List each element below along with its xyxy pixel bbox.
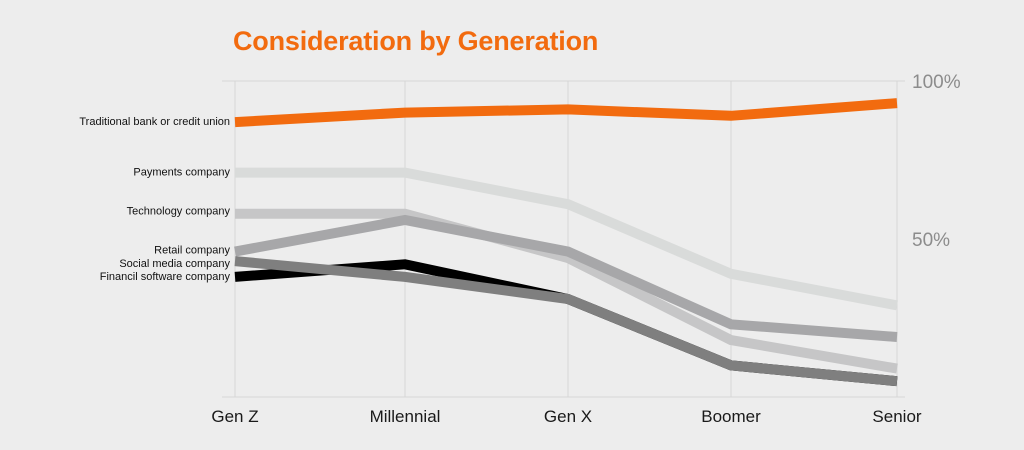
x-tick-label-boomer: Boomer: [701, 407, 761, 426]
series-label-traditional-bank-or-credit-union: Traditional bank or credit union: [79, 116, 230, 128]
series-line-traditional-bank-or-credit-union: [234, 98, 898, 128]
x-tick-label-gen-z: Gen Z: [211, 407, 258, 426]
series-line-payments-company: [235, 167, 898, 311]
x-tick-label-gen-x: Gen X: [544, 407, 592, 426]
series-line-technology-company: [235, 208, 898, 374]
series-line-retail-company: [234, 214, 898, 342]
series-label-financil-software-company: Financil software company: [100, 271, 231, 283]
series-lines: [234, 98, 898, 387]
grid: [222, 80, 905, 398]
series-label-retail-company: Retail company: [154, 245, 230, 257]
y-tick-label-50: 50%: [912, 230, 950, 251]
series-label-technology-company: Technology company: [127, 206, 231, 218]
x-tick-label-senior: Senior: [872, 407, 921, 426]
y-axis-ticks: 100% 50%: [912, 72, 961, 251]
x-axis-ticks: Gen Z Millennial Gen X Boomer Senior: [211, 407, 922, 426]
series-label-social-media-company: Social media company: [119, 258, 230, 270]
series-label-payments-company: Payments company: [133, 167, 230, 179]
x-tick-label-millennial: Millennial: [370, 407, 441, 426]
series-line-social-media-company: [234, 256, 898, 387]
chart-title: Consideration by Generation: [233, 26, 599, 56]
y-tick-label-100: 100%: [912, 72, 961, 93]
